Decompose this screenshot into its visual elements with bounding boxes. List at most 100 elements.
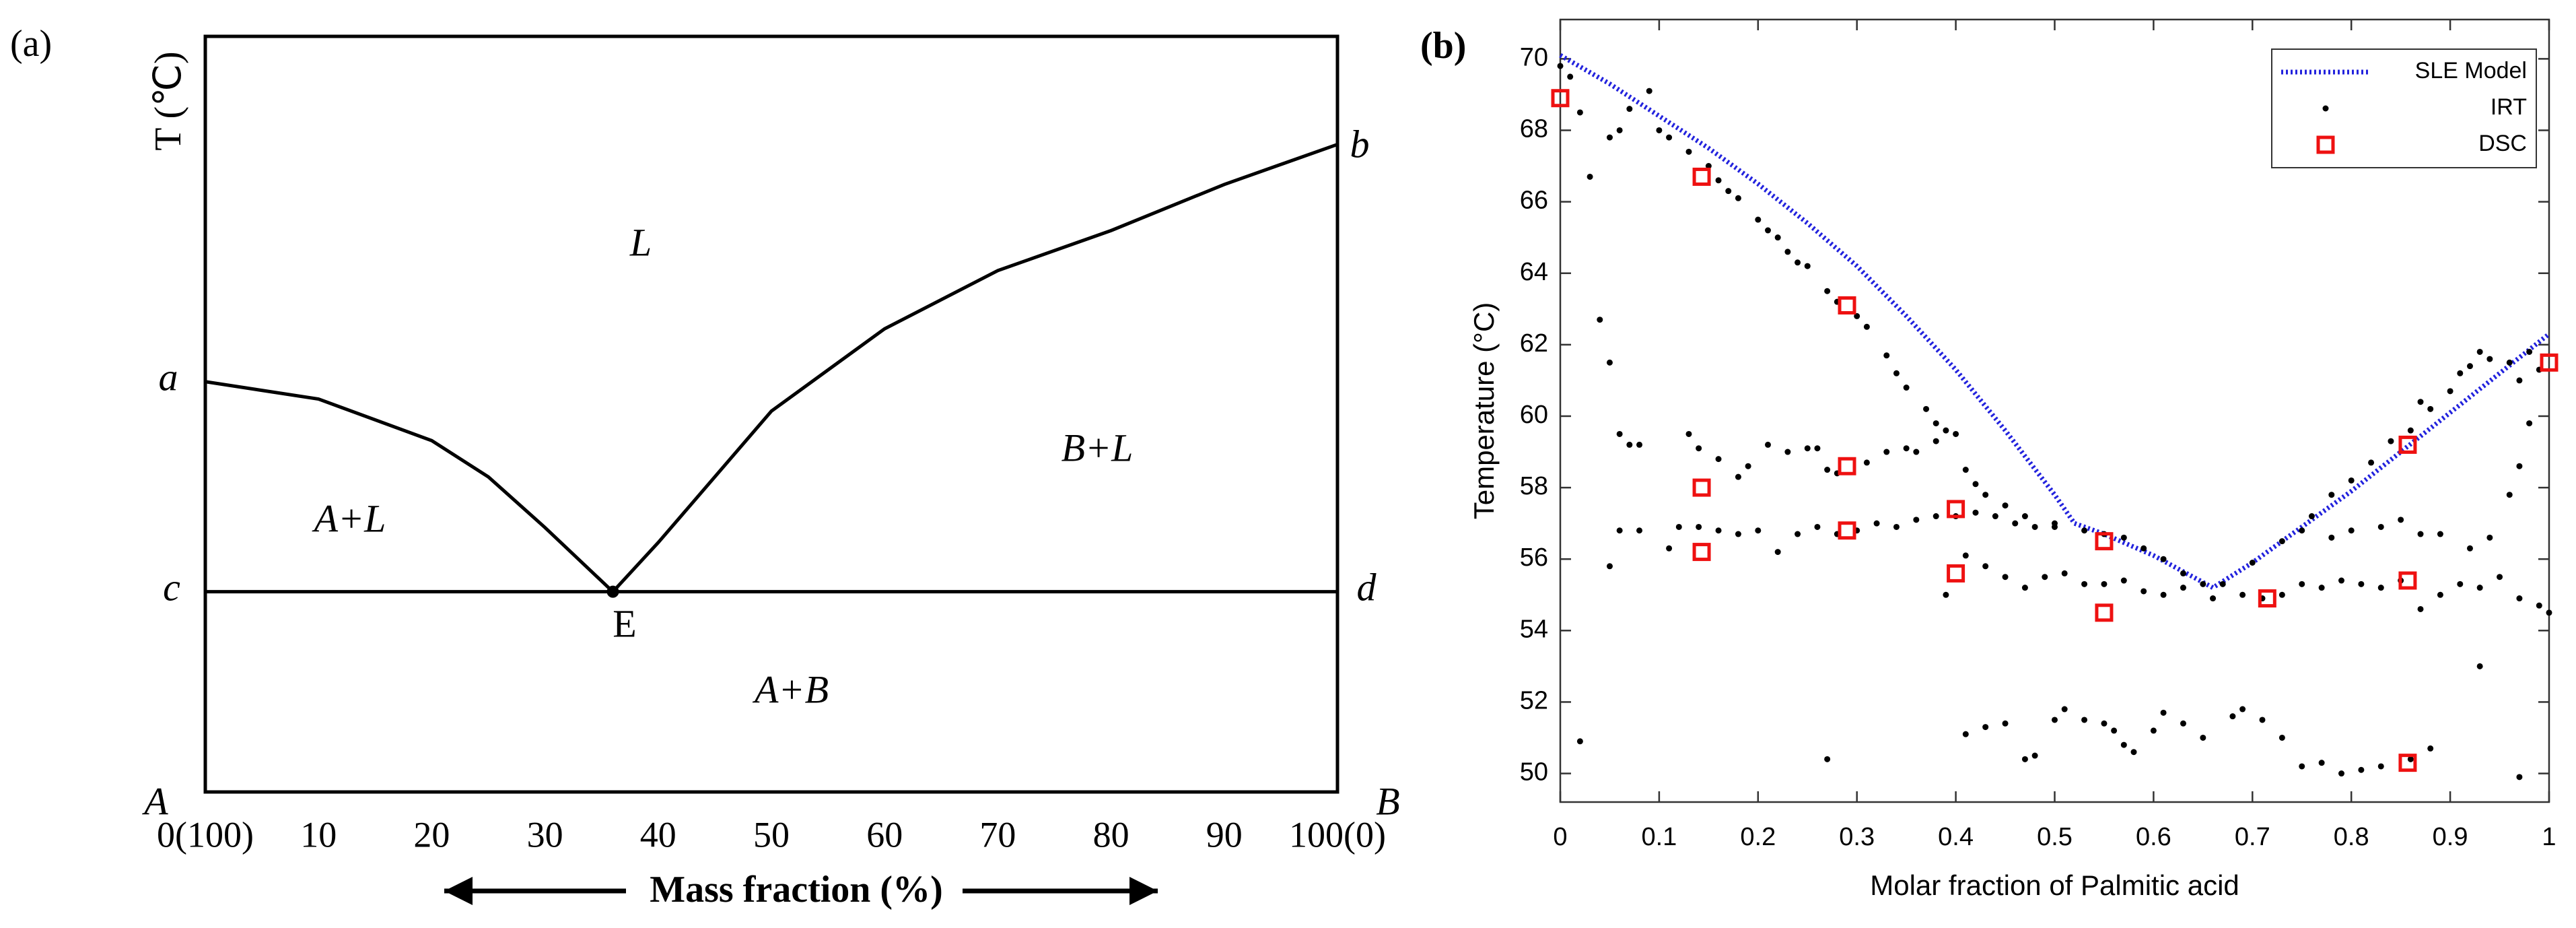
legend-swatch <box>2322 105 2329 112</box>
irt-point <box>1943 427 1949 434</box>
irt-point <box>1933 513 1939 520</box>
irt-point <box>1814 445 1821 452</box>
irt-point <box>2437 531 2443 537</box>
irt-point <box>2002 502 2009 509</box>
irt-point <box>2229 713 2236 720</box>
irt-point <box>2407 427 2414 434</box>
x-tick-label: 0.2 <box>1740 823 1776 851</box>
irt-point <box>2299 763 2305 770</box>
irt-point <box>2388 438 2394 444</box>
irt-point <box>2101 720 2108 727</box>
irt-point <box>2398 517 2404 523</box>
y-axis-label: Temperature (°C) <box>1468 302 1500 520</box>
legend-label: IRT <box>2491 94 2527 120</box>
panel-a: (a) T (℃) Mass fraction (%) 0(100) 10 20 30 40 5… <box>10 23 1400 910</box>
irt-point <box>1666 134 1673 141</box>
irt-point <box>2358 766 2365 773</box>
annotation: B+L <box>1061 426 1134 469</box>
irt-point <box>1804 263 1811 269</box>
irt-point <box>1685 430 1692 437</box>
irt-point <box>2526 348 2533 355</box>
irt-point <box>2299 527 2305 534</box>
irt-point <box>2061 706 2068 712</box>
irt-point <box>1784 248 1791 255</box>
x-tick-label: 10 <box>300 814 337 855</box>
irt-point <box>2308 513 2315 520</box>
irt-point <box>1764 441 1771 448</box>
irt-point <box>1725 188 1732 195</box>
dsc-point <box>2398 754 2417 772</box>
irt-point <box>2358 581 2365 587</box>
irt-point <box>2200 581 2206 587</box>
annotation: a <box>159 355 178 399</box>
irt-point <box>1735 195 1741 201</box>
y-axis-label: T (℃) <box>147 51 189 150</box>
y-tick-label: 62 <box>1520 329 1548 358</box>
irt-point <box>1824 756 1831 762</box>
irt-point <box>2427 405 2434 412</box>
annotation: E <box>613 601 636 645</box>
irt-point <box>2210 595 2217 602</box>
irt-point <box>1854 312 1860 319</box>
irt-point <box>1715 456 1722 463</box>
irt-point <box>2031 523 2038 530</box>
dsc-point <box>1947 564 1965 583</box>
irt-point <box>1943 591 1949 598</box>
irt-point <box>2546 609 2552 616</box>
dsc-point <box>2540 353 2558 372</box>
irt-point <box>2239 591 2246 598</box>
y-tick-label: 60 <box>1520 401 1548 429</box>
irt-point <box>1804 445 1811 452</box>
irt-point <box>1696 523 1702 530</box>
irt-point <box>2506 359 2513 366</box>
x-tick-label: 70 <box>979 814 1016 855</box>
irt-point <box>2160 709 2167 716</box>
irt-point <box>1715 527 1722 534</box>
irt-point <box>1636 527 1643 534</box>
annotation: A+B <box>752 667 829 711</box>
irt-point <box>2457 581 2464 587</box>
irt-point <box>2239 706 2246 712</box>
irt-point <box>2061 570 2068 576</box>
y-tick-label: 66 <box>1520 187 1548 215</box>
irt-point <box>1636 441 1643 448</box>
irt-point <box>2536 602 2542 609</box>
dsc-point <box>1692 478 1711 497</box>
irt-point <box>1784 449 1791 455</box>
y-tick-label: 52 <box>1520 686 1548 715</box>
irt-point <box>2120 741 2127 748</box>
irt-point <box>2031 752 2038 759</box>
irt-point <box>2021 513 2028 520</box>
annotation: b <box>1350 122 1370 166</box>
irt-point <box>2249 560 2256 566</box>
irt-point <box>1903 445 1910 452</box>
x-tick-label: 20 <box>413 814 450 855</box>
irt-point <box>1616 527 1623 534</box>
dsc-point <box>1838 296 1856 314</box>
irt-point <box>1913 517 1920 523</box>
irt-point <box>2278 734 2285 741</box>
irt-point <box>2160 556 2167 562</box>
irt-point <box>2150 727 2157 734</box>
legend-label: SLE Model <box>2415 58 2527 84</box>
panel-label: (a) <box>10 23 52 65</box>
irt-point <box>2338 577 2345 584</box>
irt-point <box>1755 216 1762 223</box>
legend-swatch <box>2316 135 2335 154</box>
annotation: A <box>141 779 168 823</box>
irt-point <box>1913 449 1920 455</box>
irt-point <box>2417 531 2424 537</box>
irt-point <box>1656 127 1663 133</box>
irt-point <box>2466 363 2473 370</box>
irt-point <box>2328 492 2335 498</box>
irt-point <box>2368 459 2375 466</box>
irt-point <box>1705 163 1712 170</box>
irt-point <box>2180 570 2186 576</box>
irt-point <box>1962 552 1969 559</box>
irt-point <box>1696 445 1702 452</box>
y-tick-label: 64 <box>1520 258 1548 286</box>
irt-point <box>2012 520 2019 527</box>
irt-point <box>2486 534 2493 541</box>
x-tick-label: 0.8 <box>2334 823 2369 851</box>
irt-point <box>2160 591 2167 598</box>
